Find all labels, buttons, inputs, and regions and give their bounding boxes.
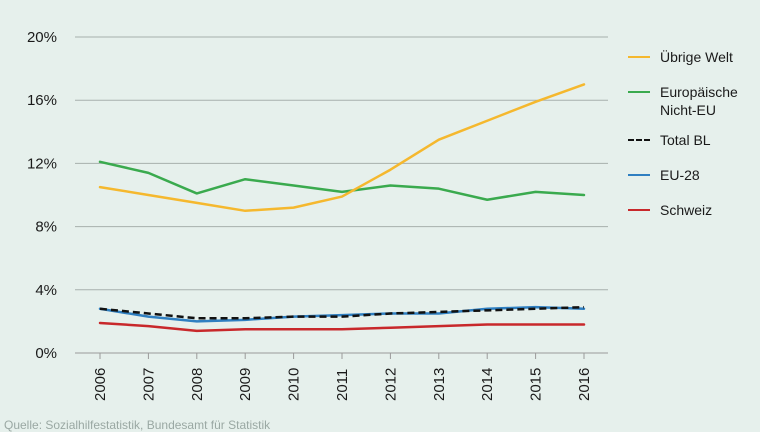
legend-swatch [628, 174, 650, 176]
legend-item: EU-28 [628, 166, 760, 184]
legend-item: Schweiz [628, 201, 760, 219]
legend-item: Total BL [628, 131, 760, 149]
series-line-0 [98, 83, 586, 213]
x-tick-label: 2010 [286, 368, 303, 401]
x-tick-label: 2008 [189, 368, 206, 401]
y-tick-label: 12% [27, 155, 57, 172]
legend-label: Nicht-EU [660, 102, 717, 118]
series-line-2 [99, 305, 585, 320]
source-note: Quelle: Sozialhilfestatistik, Bundesamt … [4, 418, 271, 432]
grid [75, 36, 608, 354]
x-tick-label: 2007 [140, 368, 157, 401]
x-tick-label: 2006 [92, 368, 109, 401]
y-tick-label: 0% [35, 345, 57, 362]
x-tick-label: 2012 [382, 368, 399, 401]
x-axis: 2006 2007 2008 2009 2010 2011 2012 2013 2014 2015… [92, 353, 593, 401]
x-tick-label: 2014 [479, 368, 496, 401]
x-tick-label: 2016 [576, 368, 593, 401]
y-tick-label: 8% [35, 219, 57, 236]
y-axis: 0% 4% 8% 12% 16% 20% [27, 29, 57, 362]
legend-swatch [628, 91, 650, 93]
legend-item: Europäische Nicht-EU [628, 83, 760, 119]
y-tick-label: 4% [35, 282, 57, 299]
legend-label: EU-28 [660, 167, 700, 183]
x-tick-label: 2013 [431, 368, 448, 401]
x-tick-label: 2009 [237, 368, 254, 401]
x-tick-label: 2011 [334, 369, 351, 401]
y-tick-label: 20% [27, 29, 57, 46]
y-tick-label: 16% [27, 92, 57, 109]
legend-swatch [628, 209, 650, 211]
legend-item: Übrige Welt [628, 48, 760, 66]
legend: Übrige Welt Europäische Nicht-EU Total BL EU… [628, 48, 760, 219]
x-tick-label: 2015 [528, 368, 545, 401]
legend-label: Übrige Welt [660, 49, 733, 65]
legend-label: Europäische [660, 84, 738, 100]
series-line-3 [98, 305, 586, 323]
legend-label: Total BL [660, 132, 711, 148]
legend-label: Schweiz [660, 202, 713, 218]
legend-swatch [628, 139, 650, 141]
series-line-4 [98, 321, 586, 333]
series-lines [98, 83, 586, 333]
series-line-1 [98, 160, 586, 201]
legend-swatch [628, 56, 650, 58]
